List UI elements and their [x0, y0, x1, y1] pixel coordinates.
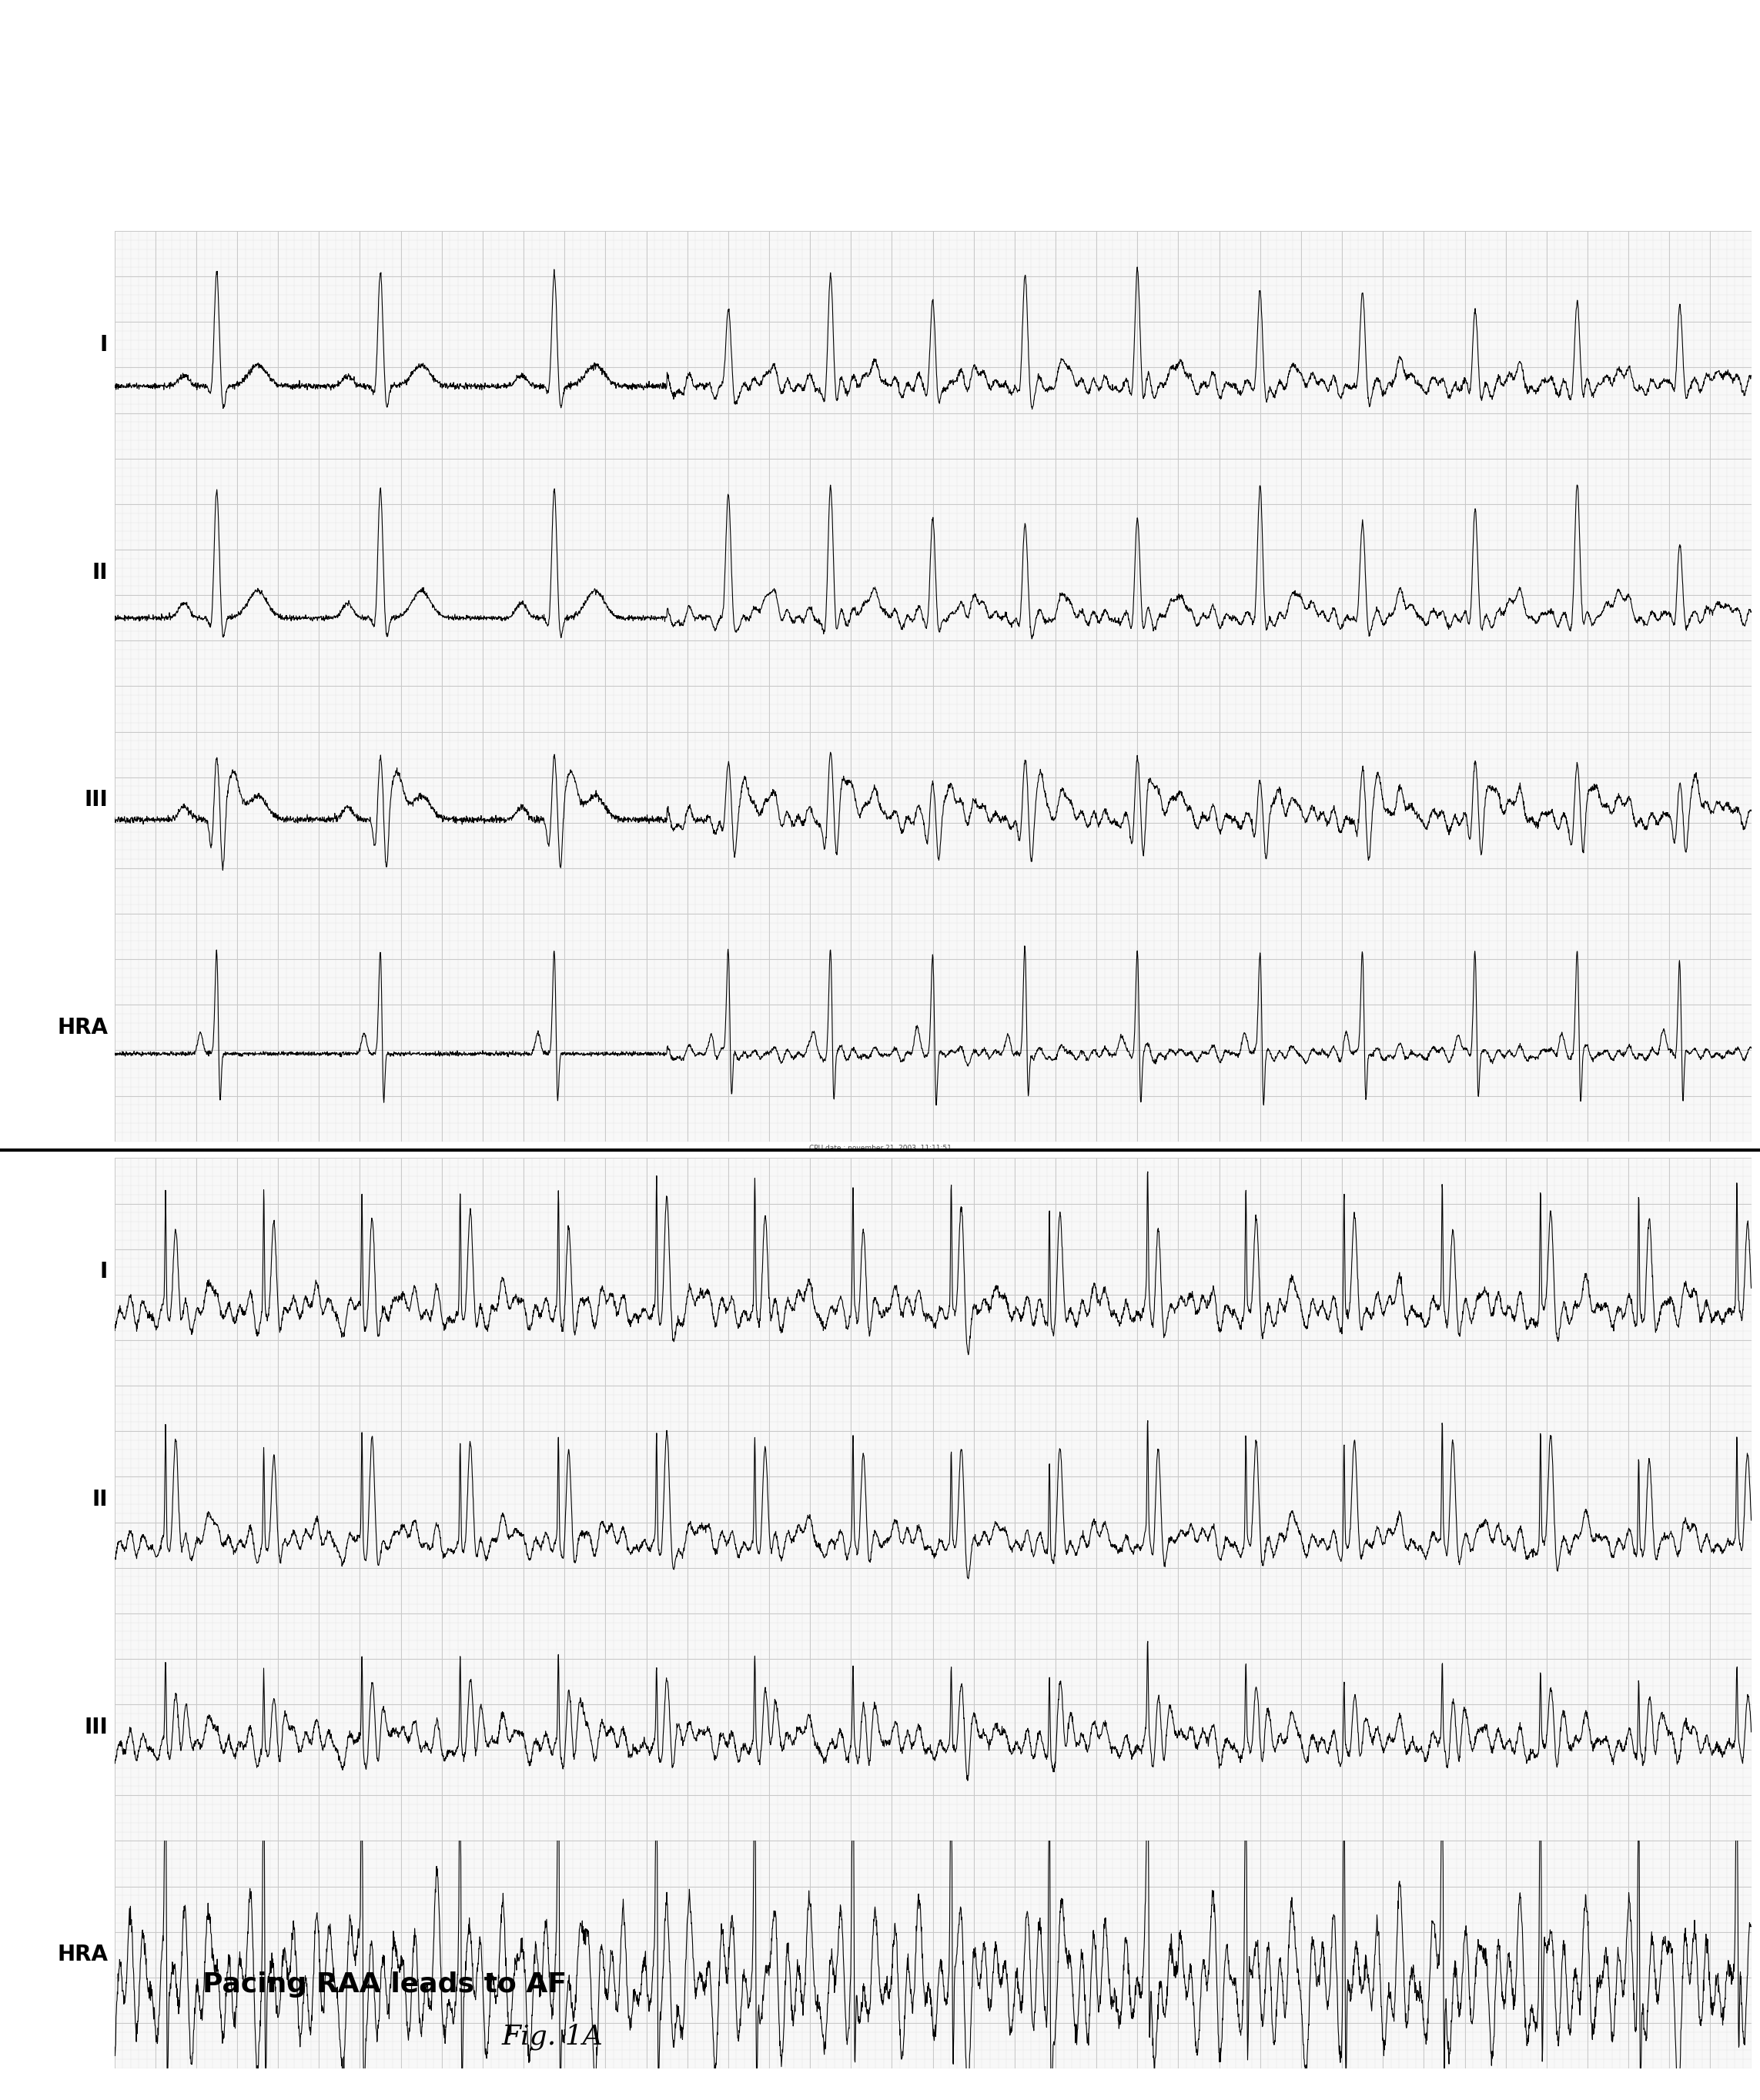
Text: HRA: HRA	[56, 1016, 107, 1037]
Text: I: I	[100, 334, 107, 355]
Text: II: II	[92, 1489, 107, 1510]
Text: Pacing RAA leads to AF: Pacing RAA leads to AF	[202, 1972, 567, 1997]
Text: HRA: HRA	[56, 1945, 107, 1966]
Text: III: III	[84, 790, 107, 811]
Text: II: II	[92, 561, 107, 584]
Text: I: I	[100, 1262, 107, 1283]
Text: Fig. 1A: Fig. 1A	[502, 2024, 604, 2050]
Text: III: III	[84, 1716, 107, 1739]
Text: CPU date : november 21, 2003, 11:11:51: CPU date : november 21, 2003, 11:11:51	[810, 1145, 950, 1151]
